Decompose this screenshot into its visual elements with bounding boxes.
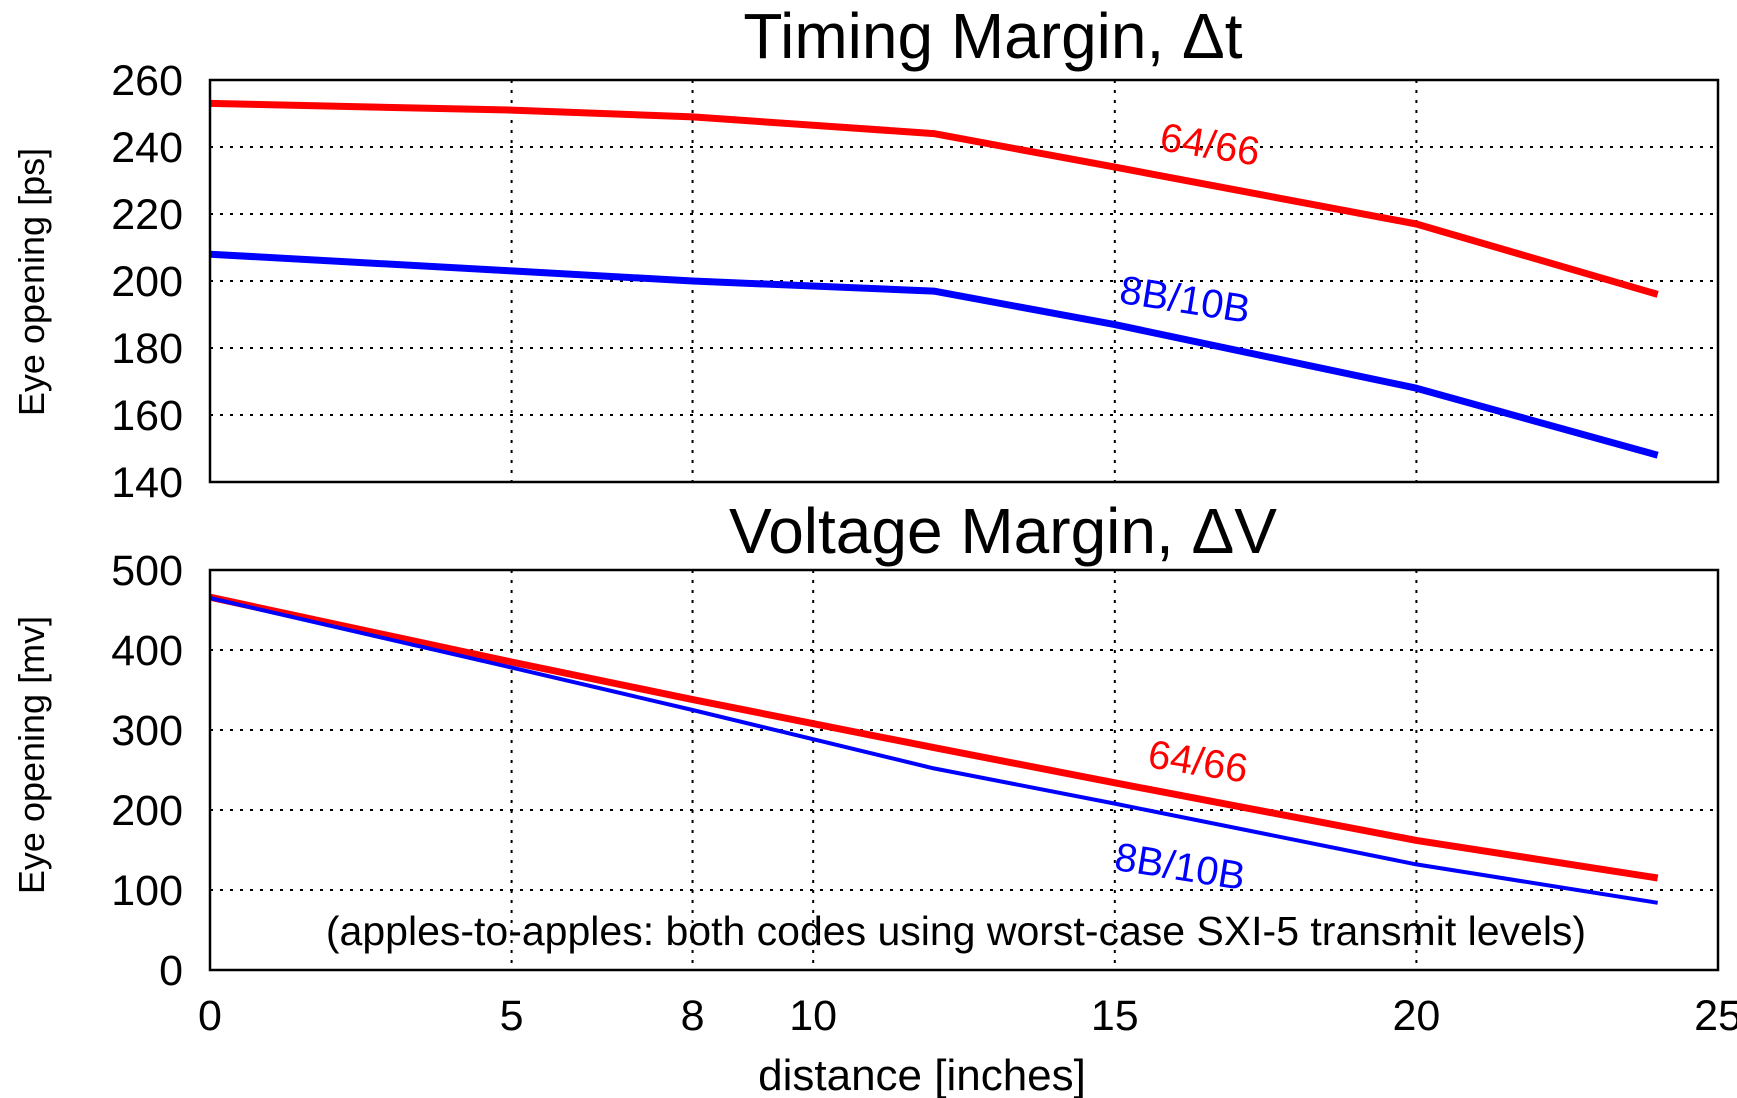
x-tick-label: 5 — [500, 992, 524, 1040]
timing-chart-title: Timing Margin, Δt — [743, 0, 1242, 72]
y-tick-label: 160 — [111, 392, 183, 440]
voltage-chart-title: Voltage Margin, ΔV — [729, 495, 1277, 567]
x-tick-label: 25 — [1694, 992, 1737, 1040]
series-line-64-66 — [209, 593, 1659, 882]
voltage-y-tick-labels: 0 100 200 300 400 500 — [111, 547, 183, 995]
x-tick-label: 10 — [789, 992, 837, 1040]
y-tick-label: 140 — [111, 459, 183, 507]
timing-y-axis-label: Eye opening [ps] — [11, 148, 52, 416]
x-tick-label: 15 — [1091, 992, 1139, 1040]
y-tick-label: 100 — [111, 867, 183, 915]
series-line-8b-10b — [209, 596, 1659, 905]
y-tick-label: 200 — [111, 787, 183, 835]
x-tick-label: 8 — [681, 992, 705, 1040]
timing-y-tick-labels: 140 160 180 200 220 240 260 — [111, 57, 183, 507]
x-axis-label: distance [inches] — [758, 1051, 1086, 1098]
voltage-margin-chart: Voltage Margin, ΔV Eye opening [mv] 0100… — [11, 495, 1737, 1098]
y-tick-label: 180 — [111, 325, 183, 373]
y-tick-label: 240 — [111, 124, 183, 172]
series-line-8b-10b — [209, 250, 1659, 459]
voltage-annotation: (apples-to-apples: both codes using wors… — [326, 908, 1586, 954]
series-line-64-66 — [209, 99, 1659, 298]
x-tick-labels: 0 5 8 10 15 20 25 — [198, 992, 1737, 1040]
y-tick-label: 260 — [111, 57, 183, 105]
timing-series — [209, 99, 1659, 459]
y-tick-label: 300 — [111, 707, 183, 755]
voltage-series — [209, 593, 1659, 905]
y-tick-label: 400 — [111, 627, 183, 675]
timing-plot-frame — [208, 78, 1720, 484]
x-tick-label: 20 — [1392, 992, 1440, 1040]
x-tick-label: 0 — [198, 992, 222, 1040]
voltage-y-axis-label: Eye opening [mv] — [11, 616, 52, 894]
voltage-label-64-66: 64/66 — [1145, 732, 1251, 791]
voltage-plot-frame — [208, 568, 1720, 972]
y-tick-label: 220 — [111, 191, 183, 239]
y-tick-label: 500 — [111, 547, 183, 595]
y-tick-label: 0 — [159, 947, 183, 995]
timing-label-8b-10b: 8B/10B — [1117, 268, 1253, 332]
timing-label-64-66: 64/66 — [1157, 115, 1263, 174]
y-tick-label: 200 — [111, 258, 183, 306]
timing-margin-chart: Timing Margin, Δt Eye opening [ps] 140 16… — [11, 0, 1720, 507]
